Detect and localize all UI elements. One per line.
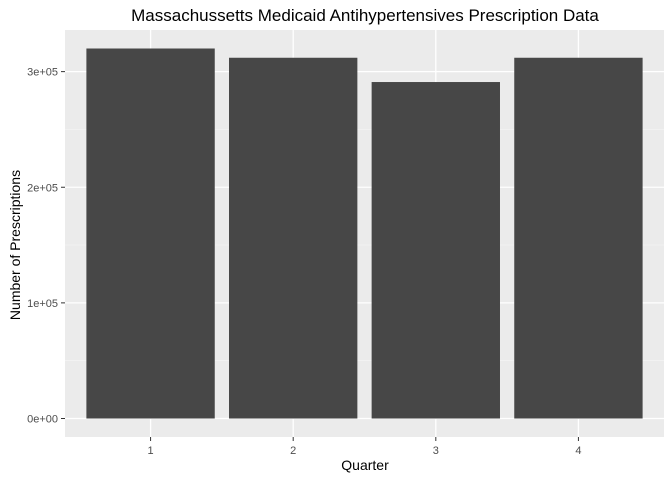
- chart-title: Massachussetts Medicaid Antihypertensive…: [131, 6, 599, 25]
- y-tick-label: 2e+05: [27, 182, 58, 194]
- x-tick-label: 2: [290, 445, 296, 457]
- bar-quarter-2: [229, 57, 358, 419]
- bar-quarter-1: [86, 48, 215, 419]
- y-axis-title: Number of Prescriptions: [7, 170, 23, 320]
- y-tick-label: 1e+05: [27, 298, 58, 310]
- x-tick-label: 3: [433, 445, 439, 457]
- x-tick-label: 1: [148, 445, 154, 457]
- bar-quarter-3: [371, 82, 500, 419]
- y-tick-label: 0e+00: [27, 414, 58, 426]
- y-tick-label: 3e+05: [27, 67, 58, 79]
- x-tick-label: 4: [575, 445, 581, 457]
- x-axis-title: Quarter: [341, 457, 389, 473]
- bar-quarter-4: [514, 57, 643, 419]
